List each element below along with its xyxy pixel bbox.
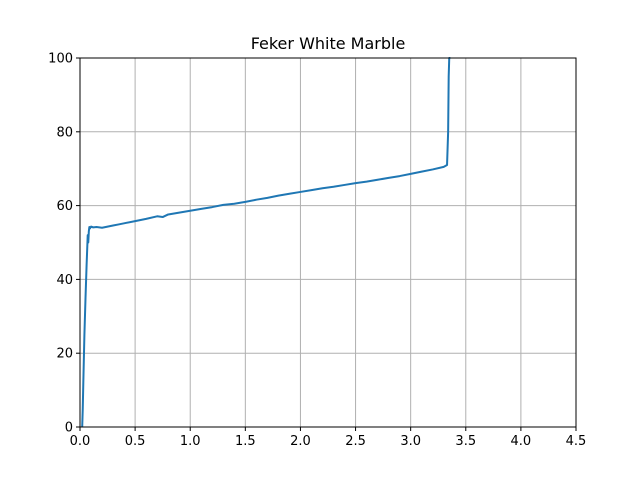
y-tick-label: 80 bbox=[56, 125, 73, 140]
plot-frame bbox=[79, 57, 577, 428]
y-tick-label: 60 bbox=[56, 199, 73, 214]
y-tick-label: 40 bbox=[56, 273, 73, 288]
y-tick-label: 20 bbox=[56, 347, 73, 362]
series-layer bbox=[81, 57, 451, 428]
x-tick-label: 0.0 bbox=[70, 434, 91, 449]
x-tick-label: 0.5 bbox=[125, 434, 146, 449]
y-tick-label: 0 bbox=[65, 421, 73, 436]
x-tick-label: 3.0 bbox=[400, 434, 421, 449]
x-tick-label: 4.5 bbox=[566, 434, 587, 449]
x-tick-label: 3.5 bbox=[455, 434, 476, 449]
x-tick-label: 1.5 bbox=[235, 434, 256, 449]
x-tick-label: 2.0 bbox=[290, 434, 311, 449]
x-axis: 0.0 0.5 1.0 1.5 2.0 2.5 3.0 3.5 4.0 4.5 bbox=[70, 427, 587, 449]
chart-title: Feker White Marble bbox=[251, 34, 406, 53]
y-axis: 0 20 40 60 80 100 bbox=[48, 52, 80, 436]
x-tick-label: 4.0 bbox=[511, 434, 532, 449]
series-line bbox=[81, 57, 451, 428]
x-tick-label: 2.5 bbox=[345, 434, 366, 449]
y-tick-label: 100 bbox=[48, 52, 73, 67]
x-tick-label: 1.0 bbox=[180, 434, 201, 449]
